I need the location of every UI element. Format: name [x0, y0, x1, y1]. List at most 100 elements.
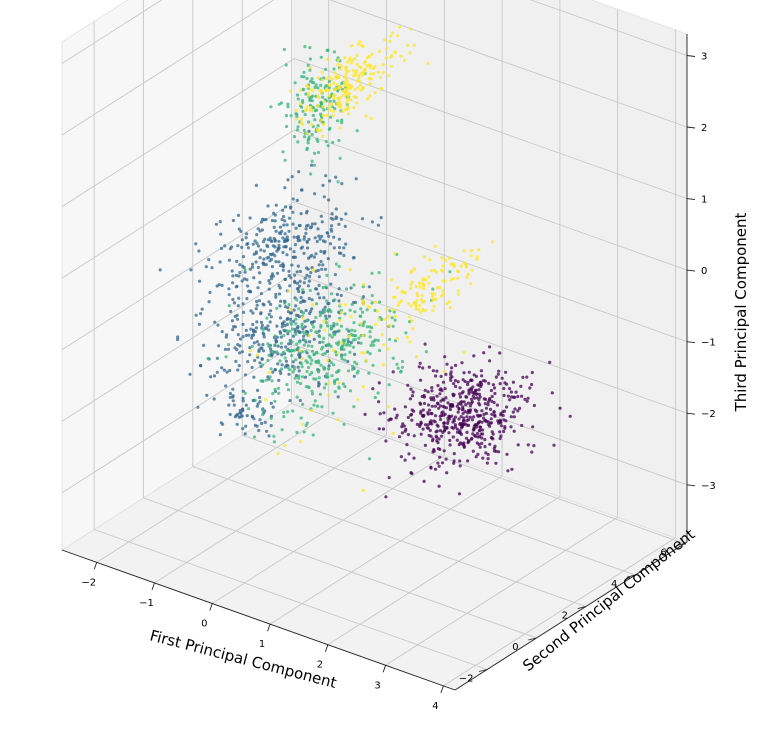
- data-point: [294, 304, 298, 308]
- data-point: [372, 343, 376, 347]
- data-point: [520, 423, 524, 428]
- data-point: [311, 303, 315, 307]
- data-point: [494, 461, 498, 465]
- grid-line: [61, 344, 295, 494]
- data-point: [318, 340, 322, 344]
- data-point: [416, 294, 420, 298]
- data-point: [361, 295, 365, 299]
- data-point: [281, 350, 285, 354]
- data-point: [319, 214, 323, 218]
- data-point: [344, 212, 348, 216]
- data-point: [444, 396, 448, 400]
- data-point: [465, 419, 469, 423]
- data-point: [322, 367, 326, 371]
- data-point: [158, 268, 162, 272]
- data-point: [288, 311, 292, 315]
- data-point: [568, 414, 572, 418]
- data-point: [280, 363, 284, 367]
- data-point: [427, 408, 432, 412]
- data-point: [301, 402, 305, 406]
- data-point: [309, 79, 313, 84]
- data-point: [339, 324, 343, 328]
- data-point: [468, 404, 473, 408]
- data-point: [300, 350, 304, 354]
- data-point: [498, 351, 502, 355]
- data-point: [231, 274, 235, 278]
- data-point: [274, 260, 278, 264]
- data-point: [435, 394, 439, 398]
- data-point: [335, 83, 339, 87]
- data-point: [251, 311, 255, 315]
- data-point: [361, 302, 365, 306]
- data-point: [281, 236, 285, 240]
- data-point: [502, 393, 506, 397]
- data-point: [436, 424, 440, 428]
- data-point: [458, 441, 462, 445]
- data-point: [291, 334, 295, 338]
- data-point: [322, 250, 326, 254]
- data-point: [480, 420, 484, 424]
- data-point: [357, 336, 361, 340]
- data-point: [232, 325, 236, 329]
- data-point: [346, 337, 350, 341]
- data-point: [421, 307, 425, 311]
- data-point: [214, 222, 218, 226]
- data-point: [401, 422, 405, 426]
- data-point: [344, 242, 348, 246]
- data-point: [393, 51, 397, 55]
- data-point: [296, 346, 300, 350]
- data-point: [301, 288, 305, 292]
- data-point: [241, 335, 245, 339]
- data-point: [508, 398, 512, 402]
- data-point: [284, 359, 288, 363]
- data-point: [330, 212, 334, 216]
- data-point: [439, 374, 443, 378]
- data-point: [395, 413, 399, 417]
- data-point: [346, 95, 350, 99]
- data-point: [456, 380, 460, 384]
- data-point: [469, 282, 473, 286]
- data-point: [456, 292, 460, 296]
- data-point: [296, 235, 300, 239]
- data-point: [331, 140, 335, 145]
- data-point: [332, 67, 336, 71]
- data-point: [328, 242, 333, 246]
- data-point: [356, 42, 360, 46]
- data-point: [348, 350, 352, 354]
- data-point: [393, 314, 397, 318]
- data-point: [232, 403, 236, 407]
- data-point: [298, 440, 302, 444]
- data-point: [229, 309, 233, 314]
- data-point: [422, 401, 427, 406]
- data-point: [350, 58, 354, 63]
- data-point: [265, 256, 269, 260]
- data-point: [237, 364, 241, 368]
- data-point: [240, 350, 244, 354]
- data-point: [423, 388, 427, 392]
- data-point: [396, 303, 400, 308]
- data-point: [283, 186, 287, 190]
- data-point: [513, 407, 517, 411]
- data-point: [295, 380, 300, 384]
- x-tick-mark: [382, 665, 387, 673]
- data-point: [276, 362, 280, 366]
- data-point: [352, 256, 356, 260]
- data-point: [279, 264, 283, 268]
- data-point: [231, 387, 235, 391]
- data-point: [530, 382, 534, 387]
- data-point: [352, 321, 356, 325]
- data-point: [337, 264, 341, 269]
- data-point: [330, 374, 334, 378]
- data-point: [411, 327, 415, 331]
- data-point: [313, 118, 317, 122]
- data-point: [294, 322, 298, 326]
- data-point: [248, 289, 252, 293]
- data-point: [282, 328, 286, 332]
- data-point: [239, 337, 243, 341]
- data-point: [363, 59, 367, 64]
- data-point: [509, 425, 513, 429]
- data-point: [273, 368, 277, 372]
- data-point: [362, 67, 367, 72]
- data-point: [462, 416, 466, 420]
- data-point: [311, 113, 315, 118]
